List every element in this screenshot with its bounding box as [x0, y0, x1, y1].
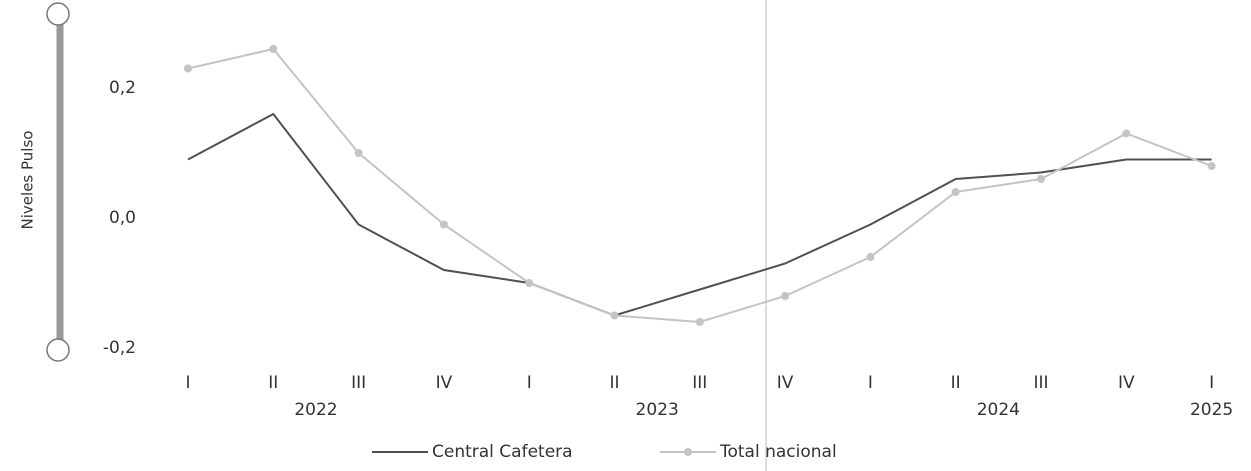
legend-label: Total nacional [719, 442, 837, 462]
year-label: 2025 [1190, 400, 1233, 420]
legend-marker [684, 448, 692, 456]
point [439, 220, 448, 229]
point [1122, 129, 1131, 138]
point [354, 149, 363, 157]
x-tick-label: III [692, 373, 707, 393]
point [610, 311, 619, 320]
point [866, 253, 875, 261]
x-tick-label: III [351, 373, 366, 393]
x-tick-label: II [609, 373, 619, 393]
point [269, 45, 278, 53]
x-tick-label: IV [1118, 373, 1135, 393]
legend-label: Central Cafetera [432, 442, 573, 462]
x-tick-label: IV [436, 373, 453, 393]
x-tick-label: II [951, 373, 961, 393]
x-tick-label: I [527, 373, 532, 393]
year-label: 2024 [977, 400, 1020, 420]
x-tick-label: III [1033, 373, 1048, 393]
x-tick-label: IV [777, 373, 794, 393]
x-tick-label: I [868, 373, 873, 393]
point [1037, 175, 1045, 183]
point [951, 188, 960, 196]
axis-knob [46, 2, 70, 26]
point [525, 279, 534, 287]
x-tick-label: I [185, 373, 190, 393]
y-tick-label: 0,2 [109, 78, 136, 98]
axis-knob [46, 338, 70, 362]
x-tick-label: I [1209, 373, 1214, 393]
point [695, 318, 704, 326]
year-label: 2022 [294, 400, 337, 420]
series-line [187, 112, 1212, 317]
series-line [187, 47, 1212, 324]
x-tick-label: II [268, 373, 278, 393]
year-label: 2023 [636, 400, 679, 420]
point [781, 292, 790, 300]
point [1207, 162, 1216, 170]
y-tick-label: -0,2 [103, 338, 136, 358]
point [184, 64, 192, 73]
y-tick-label: 0,0 [109, 208, 136, 228]
y-axis-label: Niveles Pulso [19, 131, 37, 230]
